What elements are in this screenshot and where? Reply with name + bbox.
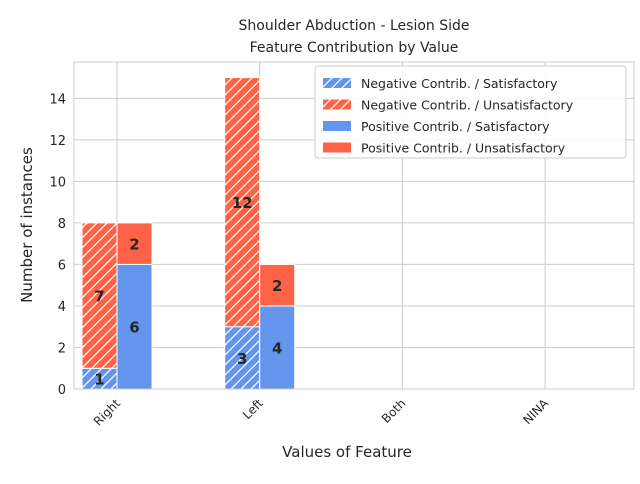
legend-label-2: Positive Contrib. / Satisfactory [361, 119, 550, 134]
value-label-3-0: 2 [129, 236, 139, 254]
bar-positive-unsatisfactory-1 [259, 263, 296, 307]
legend-box [314, 65, 627, 159]
legend-swatch-hatch-1 [323, 99, 351, 110]
value-label-2-0: 6 [129, 319, 139, 337]
y-tick-label-2: 4 [58, 300, 66, 315]
chart-title-line-2: Feature Contribution by Value [250, 40, 459, 56]
value-label-3-1: 2 [272, 277, 282, 295]
bar-positive-satisfactory-1 [259, 305, 296, 390]
bar-hatch-negative-satisfactory-1 [224, 326, 260, 389]
x-tick-label-1: Left [240, 396, 266, 422]
x-axis-label: Values of Feature [282, 443, 412, 461]
x-tick-label-0: Right [91, 396, 123, 428]
plot-frame [73, 61, 635, 390]
value-label-2-1: 4 [272, 339, 282, 357]
y-tick-label-4: 8 [58, 217, 66, 232]
y-tick-label-5: 10 [49, 175, 66, 190]
value-label-1-0: 7 [94, 288, 104, 306]
legend-swatch-3 [323, 142, 351, 153]
y-tick-label-6: 12 [49, 134, 66, 149]
y-tick-label-3: 6 [58, 258, 66, 273]
y-tick-label-7: 14 [49, 92, 66, 107]
legend-swatch-2 [323, 121, 351, 131]
bar-hatch-negative-unsatisfactory-0 [82, 222, 117, 369]
x-tick-label-3: NINA [520, 396, 551, 427]
y-tick-labels: 0 2 4 6 8 10 12 14 [49, 92, 66, 398]
y-tick-label-1: 2 [58, 341, 66, 356]
bar-positive-unsatisfactory-0 [116, 222, 153, 265]
legend-swatch-hatch-0 [323, 78, 351, 88]
legend-label-0: Negative Contrib. / Satisfactory [361, 76, 558, 91]
value-labels: 1 7 6 2 3 12 4 2 [94, 194, 282, 388]
value-label-0-0: 1 [94, 371, 104, 389]
bar-hatch-negative-unsatisfactory-1 [224, 77, 260, 327]
x-tick-labels: Right Left Both NINA [91, 396, 552, 429]
bars [81, 77, 296, 390]
chart-title-line-1: Shoulder Abduction - Lesion Side [239, 18, 470, 34]
y-axis-label: Number of instances [18, 147, 36, 303]
bar-positive-satisfactory-0 [116, 263, 153, 390]
value-label-1-1: 12 [232, 194, 253, 212]
legend-label-1: Negative Contrib. / Unsatisfactory [361, 98, 574, 113]
legend: Negative Contrib. / Satisfactory Negative… [314, 65, 627, 159]
y-tick-label-0: 0 [58, 383, 66, 398]
value-label-0-1: 3 [237, 350, 247, 368]
x-tick-label-2: Both [379, 396, 409, 426]
bar-hatch-negative-satisfactory-0 [82, 368, 117, 389]
legend-label-3: Positive Contrib. / Unsatisfactory [361, 141, 566, 156]
